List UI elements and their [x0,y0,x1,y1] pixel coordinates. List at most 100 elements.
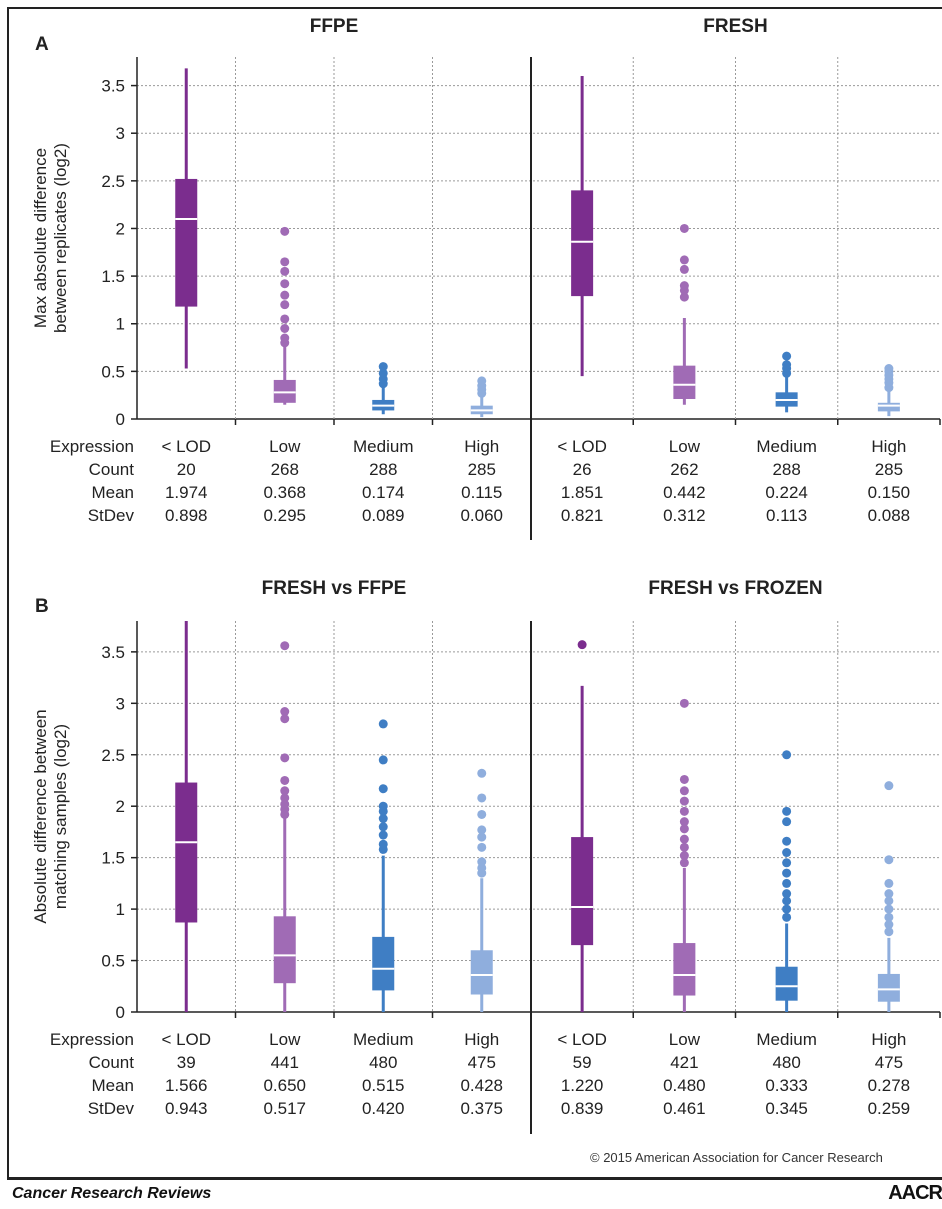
count-value: 441 [271,1053,299,1072]
mean-value: 1.974 [165,483,208,502]
stdev-value: 0.295 [263,506,306,525]
outlier-point [280,641,290,651]
outlier-point [679,858,689,868]
outlier-point [884,781,894,791]
y-tick-label: 2 [116,219,125,238]
mean-value: 0.428 [460,1076,503,1095]
stdev-value: 0.089 [362,506,405,525]
outlier-point [884,904,894,914]
y-tick-label: 1 [116,315,125,334]
outlier-point [884,889,894,899]
outlier-point [477,793,487,803]
outlier-point [679,842,689,852]
category-label: < LOD [557,1030,607,1049]
outlier-point [782,858,792,868]
stat-row-label: Count [89,460,135,479]
outlier-point [280,257,290,267]
box-iqr [470,950,493,995]
panel-label: A [35,34,49,55]
copyright-notice: © 2015 American Association for Cancer R… [590,1150,883,1165]
stdev-value: 0.839 [561,1099,604,1118]
box-iqr [673,943,696,996]
mean-value: 0.480 [663,1076,706,1095]
outlier-point [280,753,290,763]
mean-value: 0.224 [765,483,808,502]
outlier-point [280,775,290,785]
y-tick-label: 0.5 [101,362,125,381]
box-3 [372,719,395,1012]
outlier-point [884,912,894,922]
outlier-point [679,806,689,816]
stdev-value: 0.375 [460,1099,503,1118]
outlier-point [280,793,290,803]
y-tick-label: 3 [116,694,125,713]
count-value: 262 [670,460,698,479]
count-value: 59 [573,1053,592,1072]
count-value: 475 [468,1053,496,1072]
category-label: Medium [756,437,816,456]
outlier-point [280,266,290,276]
category-label: High [464,437,499,456]
outlier-point [378,839,388,849]
count-value: 20 [177,460,196,479]
outlier-point [679,796,689,806]
outlier-point [782,848,792,858]
box-2 [673,223,696,405]
category-label: Low [669,437,701,456]
box-4 [877,781,900,1012]
stat-row-label: Mean [91,483,134,502]
y-tick-label: 3 [116,124,125,143]
mean-value: 0.174 [362,483,405,502]
count-value: 26 [573,460,592,479]
outlier-point [782,836,792,846]
box-2 [673,698,696,1012]
box-iqr [673,365,696,399]
y-tick-label: 0 [116,410,125,429]
outlier-point [477,857,487,867]
mean-value: 0.278 [868,1076,911,1095]
category-label: Low [269,437,301,456]
outlier-point [679,786,689,796]
outlier-point [280,279,290,289]
box-iqr [775,966,798,1001]
subplot-title: FRESH [703,16,767,37]
box-2 [273,226,296,405]
outlier-point [280,324,290,333]
stdev-value: 0.898 [165,506,208,525]
mean-value: 0.650 [263,1076,306,1095]
y-tick-label: 3.5 [101,77,125,96]
count-value: 288 [772,460,800,479]
count-value: 39 [177,1053,196,1072]
outlier-point [679,834,689,844]
box-iqr [877,402,900,412]
outlier-point [782,360,792,370]
outlier-point [477,376,487,386]
category-label: < LOD [161,1030,211,1049]
outlier-point [782,806,792,816]
stat-row-label: Count [89,1053,135,1072]
count-value: 285 [468,460,496,479]
journal-name: Cancer Research Reviews [12,1185,212,1202]
category-label: High [871,437,906,456]
count-value: 421 [670,1053,698,1072]
y-axis-label-line2: matching samples (log2) [51,724,70,909]
outlier-point [378,755,388,765]
category-label: Medium [353,437,413,456]
category-label: Low [669,1030,701,1049]
outlier-point [378,362,388,372]
subplot-2: FRESH < LOD 26 1.851 0.821 Low 262 0.442 0.312 Me… [557,16,941,525]
outlier-point [280,799,290,809]
panel-label: B [35,596,49,617]
stdev-value: 0.461 [663,1099,706,1118]
panel-b: B Absolute difference between matching sam… [31,578,941,1134]
outlier-point [679,698,689,708]
outlier-point [884,896,894,906]
outlier-point [679,851,689,861]
y-tick-label: 1.5 [101,849,125,868]
subplot-1: FRESH vs FFPE < LOD 39 1.566 0.943 Low 441 0.65… [161,578,532,1118]
stat-row-label: Mean [91,1076,134,1095]
subplot-title: FRESH vs FROZEN [648,578,822,599]
mean-value: 0.368 [263,483,306,502]
